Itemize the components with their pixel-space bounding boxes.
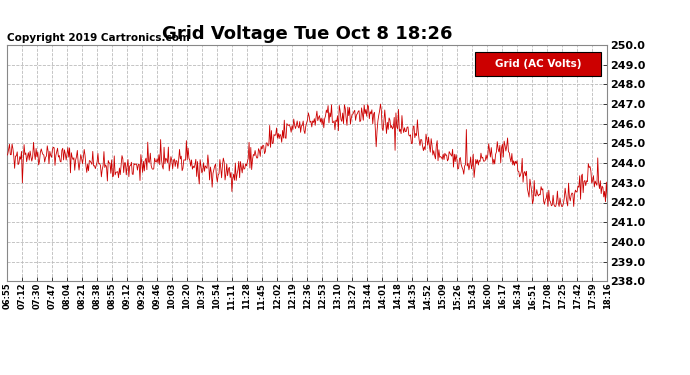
FancyBboxPatch shape <box>475 52 601 76</box>
Text: Copyright 2019 Cartronics.com: Copyright 2019 Cartronics.com <box>7 33 190 43</box>
Title: Grid Voltage Tue Oct 8 18:26: Grid Voltage Tue Oct 8 18:26 <box>161 26 453 44</box>
Text: Grid (AC Volts): Grid (AC Volts) <box>495 59 582 69</box>
